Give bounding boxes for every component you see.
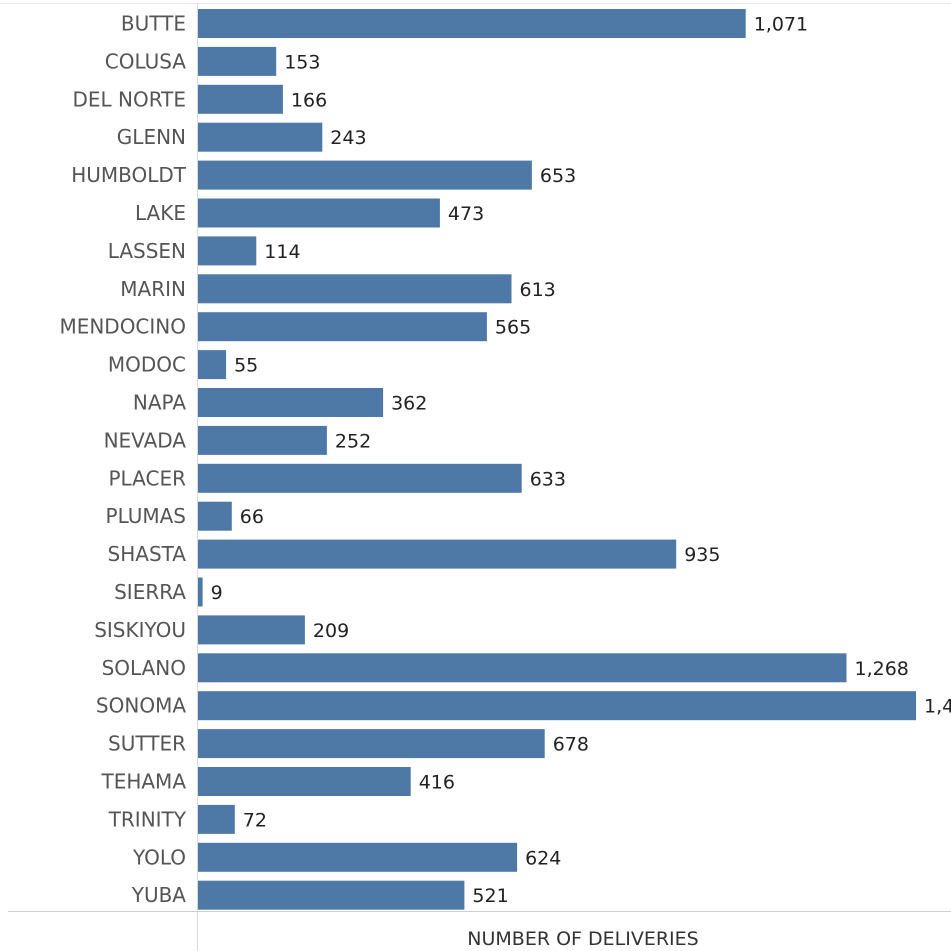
value-label-del-norte: 166: [291, 89, 327, 111]
bar-modoc: [198, 350, 227, 380]
bar-humboldt: [198, 160, 532, 190]
value-label-glenn: 243: [330, 127, 366, 149]
bar-siskiyou: [198, 615, 305, 645]
bar-lake: [198, 198, 440, 228]
value-label-solano: 1,268: [855, 658, 909, 680]
bars-group: [198, 9, 916, 910]
chart-frame: [0, 3, 951, 951]
value-label-lake: 473: [448, 203, 484, 225]
category-label-sonoma: SONOMA: [96, 694, 186, 718]
category-label-nevada: NEVADA: [104, 428, 187, 452]
category-label-plumas: PLUMAS: [106, 504, 186, 528]
value-label-siskiyou: 209: [313, 620, 349, 642]
category-label-yuba: YUBA: [131, 883, 187, 907]
value-label-tehama: 416: [419, 772, 455, 794]
category-label-tehama: TEHAMA: [100, 770, 186, 794]
value-label-plumas: 66: [240, 506, 264, 528]
value-label-shasta: 935: [684, 544, 720, 566]
category-label-napa: NAPA: [133, 391, 186, 415]
bar-trinity: [198, 804, 235, 834]
bar-shasta: [198, 539, 677, 569]
bar-plumas: [198, 501, 232, 531]
category-label-solano: SOLANO: [102, 656, 186, 680]
category-label-butte: BUTTE: [121, 12, 186, 36]
category-labels-group: BUTTE COLUSA DEL NORTE GLENN HUMBOLDT LAKE LAS…: [59, 12, 186, 908]
bar-placer: [198, 463, 522, 493]
category-label-shasta: SHASTA: [108, 542, 187, 566]
bar-napa: [198, 388, 384, 417]
value-label-trinity: 72: [243, 809, 267, 831]
value-label-yuba: 521: [472, 885, 508, 907]
bar-tehama: [198, 767, 411, 796]
category-label-modoc: MODOC: [108, 353, 186, 377]
bar-nevada: [198, 425, 327, 455]
bar-colusa: [198, 46, 277, 76]
value-label-butte: 1,071: [754, 14, 808, 36]
value-label-napa: 362: [391, 393, 427, 415]
value-label-modoc: 55: [234, 355, 258, 377]
bar-sutter: [198, 729, 545, 759]
value-label-sierra: 9: [211, 582, 223, 604]
category-label-humboldt: HUMBOLDT: [71, 163, 187, 187]
value-label-marin: 613: [520, 279, 556, 301]
bar-marin: [198, 274, 512, 304]
bar-yuba: [198, 880, 465, 910]
bar-glenn: [198, 122, 323, 152]
bar-sierra: [198, 577, 203, 607]
value-label-sutter: 678: [553, 734, 589, 756]
category-label-glenn: GLENN: [117, 125, 186, 149]
value-label-placer: 633: [530, 468, 566, 490]
value-label-mendocino: 565: [495, 317, 531, 339]
category-label-del-norte: DEL NORTE: [72, 87, 186, 111]
bar-butte: [198, 9, 746, 38]
category-label-sierra: SIERRA: [114, 580, 186, 604]
bar-solano: [198, 653, 847, 683]
bar-mendocino: [198, 312, 487, 342]
category-label-colusa: COLUSA: [105, 49, 187, 73]
value-label-lassen: 114: [264, 241, 300, 263]
category-label-placer: PLACER: [109, 466, 187, 490]
category-label-lassen: LASSEN: [108, 239, 186, 263]
value-label-nevada: 252: [335, 430, 371, 452]
bar-yolo: [198, 842, 518, 872]
value-label-yolo: 624: [525, 847, 561, 869]
category-label-trinity: TRINITY: [108, 807, 187, 831]
x-axis-title: NUMBER OF DELIVERIES: [467, 928, 698, 950]
category-label-marin: MARIN: [120, 277, 186, 301]
bar-lassen: [198, 236, 257, 266]
value-label-colusa: 153: [284, 51, 320, 73]
value-label-humboldt: 653: [540, 165, 576, 187]
bar-del-norte: [198, 84, 283, 114]
category-label-mendocino: MENDOCINO: [59, 315, 186, 339]
category-label-sutter: SUTTER: [108, 732, 186, 756]
category-label-yolo: YOLO: [132, 845, 186, 869]
category-label-siskiyou: SISKIYOU: [94, 618, 186, 642]
category-label-lake: LAKE: [135, 201, 186, 225]
value-label-sonoma: 1,404: [924, 696, 951, 718]
bar-sonoma: [198, 691, 916, 721]
